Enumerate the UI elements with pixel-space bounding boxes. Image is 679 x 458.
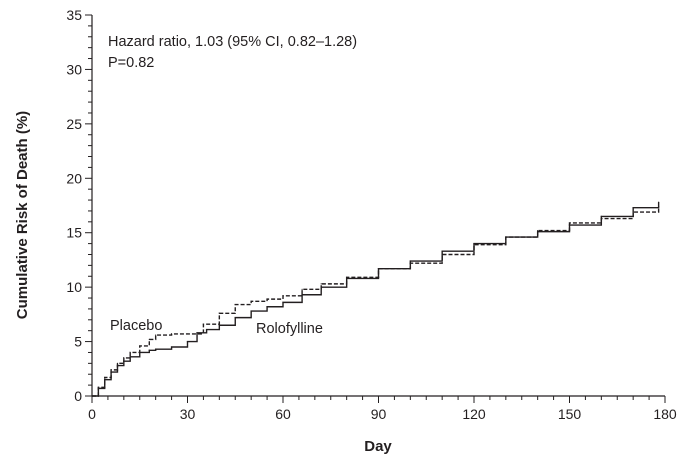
- data-point-placebo: [568, 222, 571, 224]
- data-point-placebo: [377, 268, 380, 270]
- y-tick-label: 15: [66, 225, 82, 241]
- data-point-rolofylline: [155, 348, 157, 350]
- data-point-placebo: [104, 376, 106, 379]
- x-tick-label: 180: [653, 406, 677, 422]
- hazard-ratio-annotation: Hazard ratio, 1.03 (95% CI, 0.82–1.28): [108, 34, 357, 50]
- data-point-rolofylline: [658, 201, 660, 203]
- y-tick-label: 5: [74, 334, 82, 350]
- data-point-rolofylline: [301, 294, 303, 296]
- data-point-placebo: [170, 333, 173, 335]
- data-point-rolofylline: [234, 317, 236, 319]
- x-tick-label: 120: [462, 406, 486, 422]
- data-point-placebo: [91, 395, 93, 397]
- x-axis-ticks: 0 30 60 90 120 150 180: [88, 396, 677, 422]
- data-point-placebo: [234, 303, 236, 306]
- data-point-rolofylline: [266, 306, 268, 308]
- y-tick-label: 20: [66, 170, 82, 186]
- data-point-placebo: [148, 338, 150, 340]
- series-line-rolofylline: [92, 202, 660, 397]
- data-point-rolofylline: [218, 324, 220, 326]
- data-point-placebo: [250, 300, 252, 302]
- data-point-placebo: [658, 205, 660, 208]
- y-axis-title: Cumulative Risk of Death (%): [14, 111, 31, 319]
- data-point-placebo: [129, 351, 131, 354]
- data-point-rolofylline: [206, 329, 208, 331]
- data-point-placebo: [110, 369, 112, 371]
- data-point-placebo: [505, 236, 507, 238]
- x-axis-title: Day: [364, 438, 392, 455]
- data-point-placebo: [155, 334, 157, 336]
- data-point-placebo: [123, 357, 125, 359]
- y-tick-label: 35: [66, 7, 82, 23]
- data-point-placebo: [139, 345, 141, 347]
- data-point-placebo: [320, 283, 322, 285]
- data-point-rolofylline: [282, 301, 284, 303]
- data-point-rolofylline: [129, 356, 131, 358]
- data-point-rolofylline: [196, 332, 198, 334]
- data-point-rolofylline: [170, 346, 173, 348]
- data-point-placebo: [632, 211, 634, 213]
- data-point-rolofylline: [473, 243, 475, 245]
- data-point-placebo: [301, 288, 303, 290]
- data-point-rolofylline: [632, 207, 634, 209]
- data-point-rolofylline: [186, 340, 189, 343]
- x-tick-label: 60: [275, 406, 291, 422]
- series-layer: [91, 201, 660, 397]
- data-point-placebo: [266, 298, 268, 300]
- p-value-annotation: P=0.82: [108, 55, 154, 71]
- data-point-placebo: [346, 276, 348, 278]
- data-point-placebo: [409, 262, 411, 264]
- y-tick-label: 10: [66, 279, 82, 295]
- data-point-rolofylline: [250, 310, 252, 312]
- x-tick-label: 150: [558, 406, 582, 422]
- data-point-placebo: [116, 362, 119, 364]
- y-tick-label: 30: [66, 61, 82, 77]
- y-axis-ticks: 0 5 10 15 20 25 30 35: [66, 7, 92, 404]
- data-point-placebo: [600, 217, 602, 220]
- data-point-rolofylline: [441, 250, 443, 252]
- data-point-placebo: [218, 312, 220, 314]
- data-point-placebo: [537, 229, 539, 232]
- data-point-rolofylline: [104, 379, 106, 381]
- series-label-rolofylline: Rolofylline: [256, 321, 323, 337]
- data-point-placebo: [282, 295, 284, 297]
- x-tick-label: 0: [88, 406, 96, 422]
- series-line-placebo: [92, 206, 660, 397]
- data-point-placebo: [473, 244, 475, 246]
- data-point-placebo: [186, 333, 189, 335]
- data-point-placebo: [97, 386, 99, 388]
- series-label-placebo: Placebo: [110, 318, 162, 334]
- data-point-rolofylline: [148, 349, 150, 351]
- x-tick-label: 90: [371, 406, 387, 422]
- x-tick-label: 30: [180, 406, 196, 422]
- data-point-rolofylline: [409, 260, 411, 262]
- y-tick-label: 0: [74, 388, 82, 404]
- data-point-rolofylline: [600, 215, 602, 217]
- data-point-placebo: [202, 323, 205, 325]
- data-point-placebo: [441, 253, 443, 256]
- axes: [91, 15, 665, 397]
- y-tick-label: 25: [66, 116, 82, 132]
